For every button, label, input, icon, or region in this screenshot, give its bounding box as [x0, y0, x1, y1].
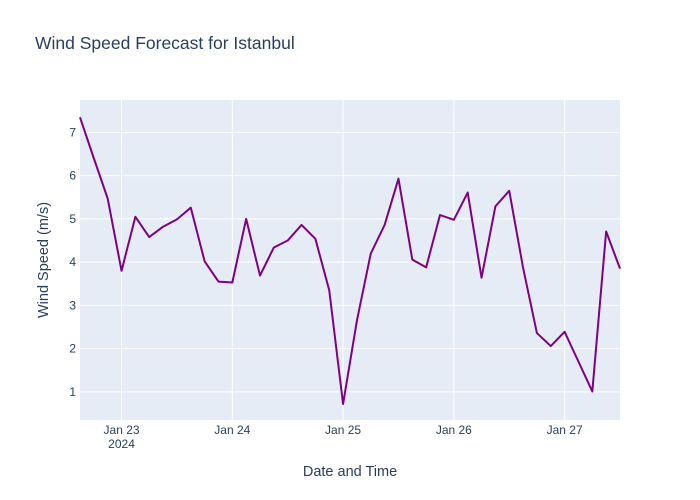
x-tick-label: Jan 24	[214, 423, 250, 437]
y-axis-ticks: 1 2 3 4 5 6 7	[69, 125, 76, 398]
series-line	[79, 116, 621, 405]
chart-title: Wind Speed Forecast for Istanbul	[35, 33, 295, 53]
x-tick-sublabel: 2024	[108, 437, 135, 451]
x-tick-label: Jan 23	[104, 423, 140, 437]
y-tick-label: 6	[69, 169, 76, 183]
y-tick-label: 7	[69, 125, 76, 139]
series-layer	[79, 116, 621, 405]
y-tick-label: 3	[69, 298, 76, 312]
grid-lines	[80, 100, 620, 420]
x-tick-label: Jan 27	[547, 423, 583, 437]
x-axis-title: Date and Time	[303, 464, 397, 480]
x-tick-label: Jan 26	[436, 423, 472, 437]
x-tick-label: Jan 25	[325, 423, 361, 437]
y-tick-label: 5	[69, 212, 76, 226]
y-tick-label: 2	[69, 342, 76, 356]
plot-area	[80, 100, 620, 420]
y-tick-label: 1	[69, 385, 76, 399]
y-tick-label: 4	[69, 255, 76, 269]
y-axis-title: Wind Speed (m/s)	[36, 202, 52, 318]
